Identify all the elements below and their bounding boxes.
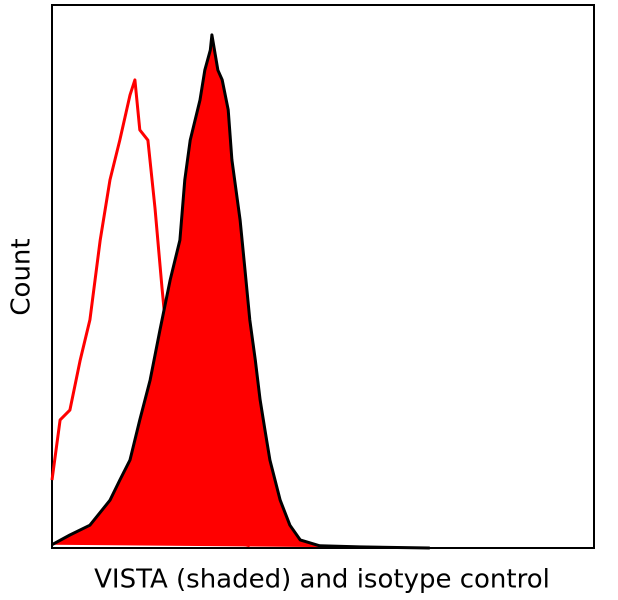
shaded-histogram bbox=[51, 33, 430, 550]
plot-frame bbox=[51, 4, 595, 549]
y-axis-label: Count bbox=[7, 238, 37, 315]
x-axis-label: VISTA (shaded) and isotype control bbox=[94, 565, 550, 595]
